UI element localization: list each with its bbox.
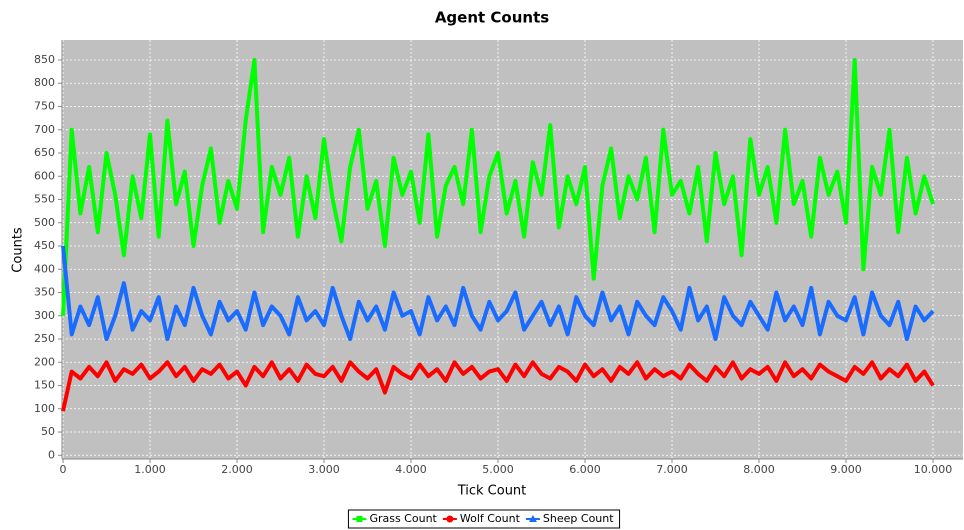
x-axis-label: Tick Count <box>457 484 527 499</box>
y-tick-label: 600 <box>34 169 55 182</box>
legend: Grass Count Wolf Count Sheep Count <box>347 509 621 529</box>
series-line <box>61 360 935 412</box>
legend-marker <box>356 516 363 522</box>
y-axis-label: Counts <box>11 227 26 273</box>
x-tick-label: 10.000 <box>914 463 953 476</box>
y-tick-label: 150 <box>34 379 55 392</box>
x-tick-label: 9.000 <box>830 463 862 476</box>
legend-marker <box>446 515 454 523</box>
y-tick-label: 450 <box>34 239 55 252</box>
x-tick-label: 1.000 <box>134 463 166 476</box>
x-tick-label: 0 <box>60 463 67 476</box>
y-tick-label: 200 <box>34 355 55 368</box>
plot-area <box>62 40 963 459</box>
y-tick-label: 250 <box>34 332 55 345</box>
series-line <box>61 245 935 341</box>
series-line <box>61 58 935 316</box>
y-tick-label: 750 <box>34 100 55 113</box>
y-tick-label: 500 <box>34 216 55 229</box>
legend-box <box>347 509 621 529</box>
x-tick-label: 3.000 <box>308 463 340 476</box>
legend-marker <box>528 515 537 522</box>
y-tick-label: 700 <box>34 123 55 136</box>
x-tick-label: 5.000 <box>482 463 514 476</box>
legend-item: Wolf Count <box>442 512 521 525</box>
x-tick-label: 6.000 <box>569 463 601 476</box>
x-tick-label: 8.000 <box>743 463 775 476</box>
y-tick-label: 400 <box>34 262 55 275</box>
y-tick-label: 300 <box>34 309 55 322</box>
legend-label: Grass Count <box>369 512 437 525</box>
y-tick-label: 850 <box>34 53 55 66</box>
chart-title: Agent Counts <box>435 9 549 27</box>
x-tick-label: 2.000 <box>221 463 253 476</box>
y-tick-label: 800 <box>34 76 55 89</box>
legend-item: Sheep Count <box>525 512 614 525</box>
legend-label: Wolf Count <box>460 512 521 525</box>
y-tick-label: 550 <box>34 193 55 206</box>
x-tick-label: 4.000 <box>395 463 427 476</box>
legend-label: Sheep Count <box>543 512 614 525</box>
legend-item: Grass Count <box>352 512 438 525</box>
y-tick-label: 350 <box>34 286 55 299</box>
y-tick-label: 50 <box>41 425 55 438</box>
y-tick-label: 650 <box>34 146 55 159</box>
y-tick-label: 100 <box>34 402 55 415</box>
y-tick-label: 0 <box>48 448 55 461</box>
x-tick-label: 7.000 <box>656 463 688 476</box>
